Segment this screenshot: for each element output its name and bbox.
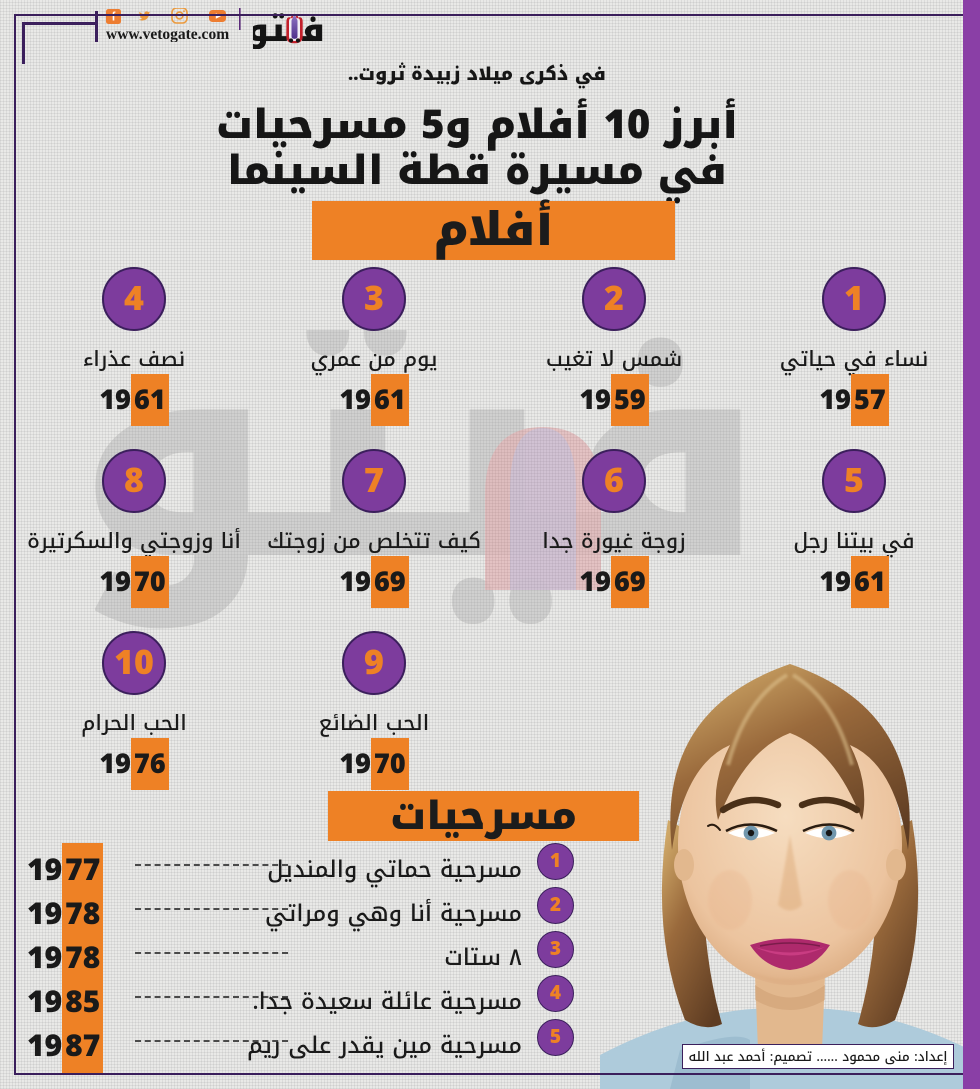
svg-text:f: f xyxy=(112,12,116,24)
svg-text:www.vetogate.com: www.vetogate.com xyxy=(106,26,229,42)
